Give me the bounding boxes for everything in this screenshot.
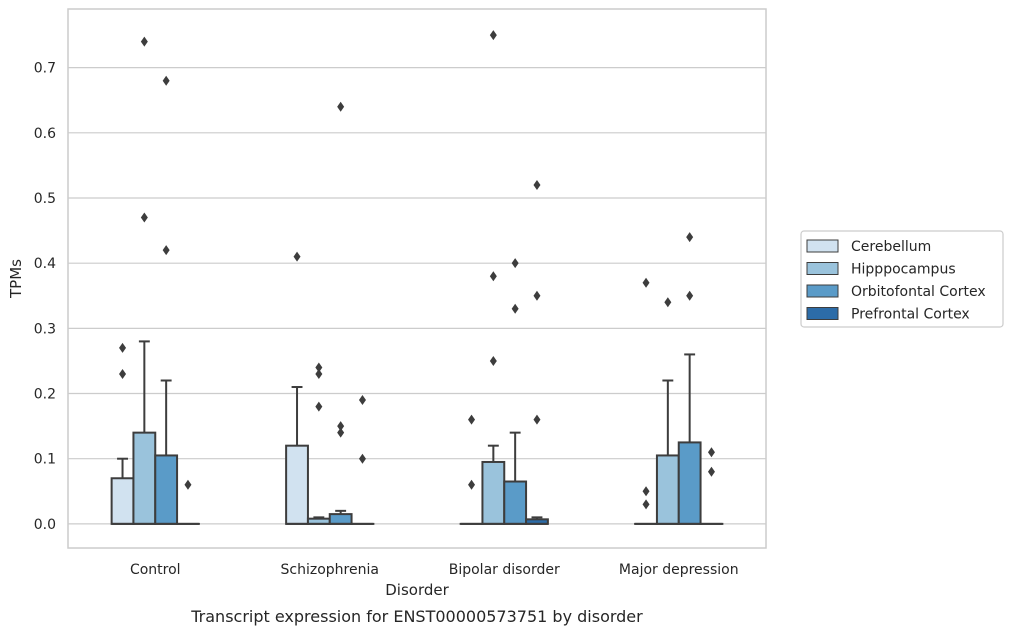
outlier-point <box>468 479 476 490</box>
outlier-point <box>664 297 672 308</box>
outlier-point <box>119 342 127 353</box>
box <box>459 414 484 525</box>
y-tick-label: 0.2 <box>34 387 56 403</box>
y-tick-label: 0.3 <box>34 321 56 337</box>
x-tick-label: Major depression <box>619 562 739 578</box>
legend-label: Orbitofontal Cortex <box>851 284 986 300</box>
series-orbitofontal-cortex <box>154 75 702 525</box>
outlier-point <box>707 466 715 477</box>
box-body <box>154 454 179 525</box>
outlier-point <box>686 290 694 301</box>
outlier-point <box>337 427 345 438</box>
x-tick-label: Control <box>130 562 181 578</box>
y-axis-ticks: 0.0 0.1 0.2 0.3 0.4 0.5 0.6 0.7 <box>34 61 56 533</box>
outlier-point <box>489 355 497 366</box>
plot-frame <box>67 8 767 549</box>
box <box>655 297 680 525</box>
outlier-point <box>184 479 192 490</box>
box-body <box>132 431 157 525</box>
box <box>132 36 157 525</box>
outlier-point <box>140 212 148 223</box>
box-body <box>328 513 353 525</box>
legend-swatch <box>806 239 839 253</box>
box-body <box>110 477 135 525</box>
outlier-point <box>337 421 345 432</box>
box <box>677 232 702 525</box>
outlier-point <box>162 75 170 86</box>
outlier-point <box>358 395 366 406</box>
y-tick-label: 0.0 <box>34 517 56 533</box>
outlier-point <box>162 245 170 256</box>
outlier-point <box>533 179 541 190</box>
x-tick-label: Schizophrenia <box>281 562 379 578</box>
outlier-point <box>119 368 127 379</box>
legend-label: Cerebellum <box>851 239 931 255</box>
box <box>525 179 549 525</box>
box <box>503 258 528 525</box>
box-body <box>481 460 506 525</box>
series-prefrontal-cortex <box>176 179 724 525</box>
box-body <box>285 444 309 525</box>
y-tick-label: 0.6 <box>34 126 56 142</box>
legend-label: Hipppocampus <box>851 262 956 278</box>
outlier-point <box>358 453 366 464</box>
box <box>328 101 353 525</box>
box <box>634 277 658 525</box>
box <box>350 395 375 525</box>
box-body <box>655 454 680 525</box>
legend-swatch <box>806 307 839 320</box>
outlier-point <box>315 401 323 412</box>
outlier-point <box>686 232 694 243</box>
legend-frame <box>800 230 1004 328</box>
series-cerebellum <box>110 251 658 525</box>
outlier-point <box>315 362 323 373</box>
legend: Cerebellum Hipppocampus Orbitofontal Corte… <box>800 230 1004 328</box>
legend-swatch <box>806 284 839 298</box>
box <box>176 479 200 525</box>
box-series-group <box>110 30 724 525</box>
y-gridlines <box>68 67 766 525</box>
box-body <box>503 480 528 525</box>
y-tick-label: 0.4 <box>34 256 56 272</box>
outlier-point <box>533 290 541 301</box>
box-body <box>677 441 702 525</box>
outlier-point <box>642 277 650 288</box>
outlier-point <box>468 414 476 425</box>
outlier-point <box>642 486 650 497</box>
series-hipppocampus <box>132 30 680 525</box>
box <box>306 362 331 525</box>
outlier-point <box>337 101 345 112</box>
box <box>699 447 724 525</box>
box <box>110 342 135 525</box>
outlier-point <box>140 36 148 47</box>
chart-caption: Transcript expression for ENST0000057375… <box>190 607 643 626</box>
y-tick-label: 0.7 <box>34 61 56 77</box>
x-axis-title: Disorder <box>385 581 449 599</box>
y-tick-label: 0.5 <box>34 191 56 207</box>
box <box>285 251 309 525</box>
outlier-point <box>293 251 301 262</box>
outlier-point <box>315 368 323 379</box>
y-tick-label: 0.1 <box>34 452 56 468</box>
legend-label: Prefrontal Cortex <box>851 307 970 323</box>
box <box>154 75 179 525</box>
outlier-point <box>533 414 541 425</box>
x-tick-label: Bipolar disorder <box>449 562 560 578</box>
x-axis-ticks: Control Schizophrenia Bipolar disorder Majo… <box>130 562 739 578</box>
legend-swatch <box>806 262 839 275</box>
y-axis-title: TPMs <box>7 259 25 299</box>
outlier-point <box>511 303 519 314</box>
outlier-point <box>642 499 650 510</box>
outlier-point <box>489 30 497 41</box>
outlier-point <box>707 447 715 458</box>
outlier-point <box>511 258 519 269</box>
box <box>481 30 506 525</box>
outlier-point <box>489 271 497 282</box>
